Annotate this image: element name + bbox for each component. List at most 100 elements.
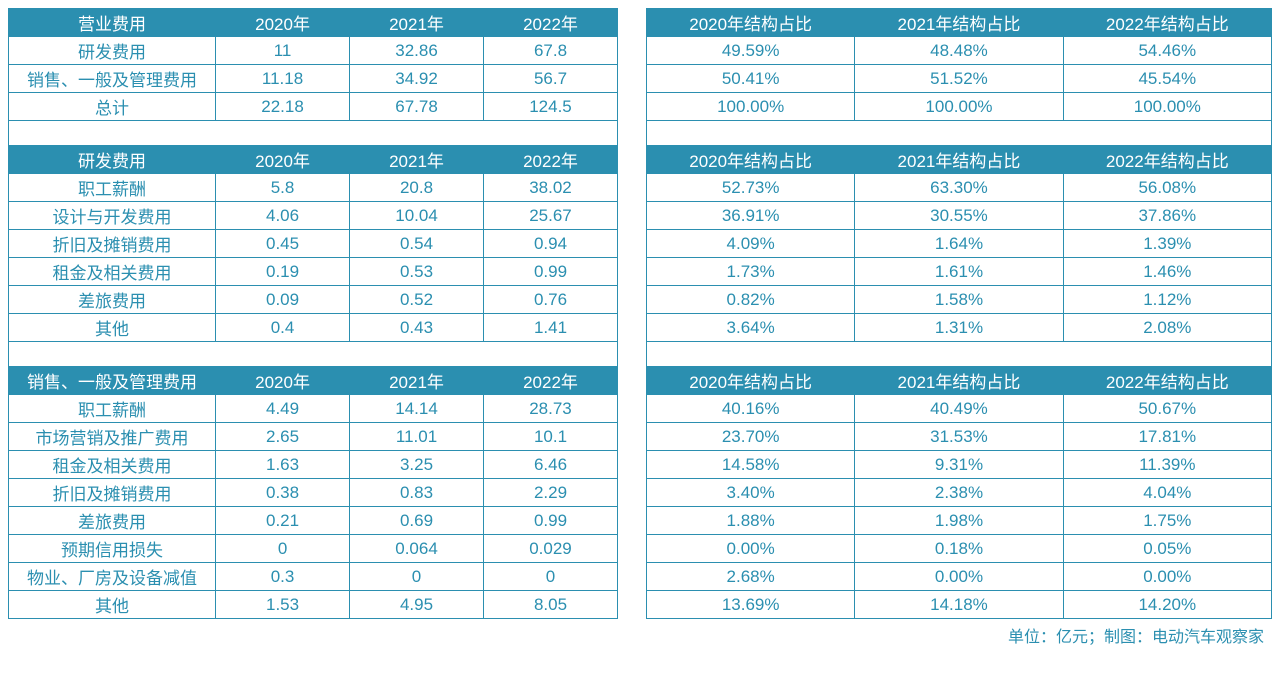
pct-header: 2020年结构占比 — [647, 146, 855, 174]
value-cell: 11.01 — [350, 423, 484, 451]
year-header: 2021年 — [350, 367, 484, 395]
pct-cell: 49.59% — [647, 37, 855, 65]
pct-cell: 1.88% — [647, 507, 855, 535]
spacer-row — [647, 342, 1272, 366]
pct-cell: 50.41% — [647, 65, 855, 93]
table-row: 49.59%48.48%54.46% — [647, 37, 1272, 65]
value-cell: 0.45 — [216, 230, 350, 258]
table-row: 销售、一般及管理费用11.1834.9256.7 — [9, 65, 618, 93]
pct-cell: 37.86% — [1063, 202, 1271, 230]
pct-cell: 0.00% — [1063, 563, 1271, 591]
pct-cell: 40.49% — [855, 395, 1063, 423]
value-cell: 0.54 — [350, 230, 484, 258]
pct-header: 2021年结构占比 — [855, 9, 1063, 37]
pct-cell: 36.91% — [647, 202, 855, 230]
value-cell: 0.52 — [350, 286, 484, 314]
value-cell: 1.53 — [216, 591, 350, 619]
pct-cell: 52.73% — [647, 174, 855, 202]
row-label: 市场营销及推广费用 — [9, 423, 216, 451]
value-cell: 0.53 — [350, 258, 484, 286]
value-cell: 0.4 — [216, 314, 350, 342]
table-row: 物业、厂房及设备减值0.300 — [9, 563, 618, 591]
row-label: 职工薪酬 — [9, 395, 216, 423]
table-row: 23.70%31.53%17.81% — [647, 423, 1272, 451]
value-cell: 0.029 — [484, 535, 618, 563]
value-cell: 10.1 — [484, 423, 618, 451]
pct-cell: 0.00% — [855, 563, 1063, 591]
table-row: 差旅费用0.090.520.76 — [9, 286, 618, 314]
value-cell: 32.86 — [350, 37, 484, 65]
table-gap — [618, 366, 646, 619]
pct-cell: 63.30% — [855, 174, 1063, 202]
row-label: 租金及相关费用 — [9, 258, 216, 286]
section-title: 研发费用 — [9, 146, 216, 174]
pct-cell: 100.00% — [855, 93, 1063, 121]
value-cell: 56.7 — [484, 65, 618, 93]
pct-cell: 1.61% — [855, 258, 1063, 286]
table-section: 研发费用2020年2021年2022年职工薪酬5.820.838.02设计与开发… — [8, 145, 1272, 342]
pct-header: 2022年结构占比 — [1063, 146, 1271, 174]
pct-header: 2021年结构占比 — [855, 367, 1063, 395]
table-row: 100.00%100.00%100.00% — [647, 93, 1272, 121]
value-cell: 67.78 — [350, 93, 484, 121]
pct-cell: 17.81% — [1063, 423, 1271, 451]
row-label: 总计 — [9, 93, 216, 121]
row-label: 职工薪酬 — [9, 174, 216, 202]
row-label: 差旅费用 — [9, 507, 216, 535]
pct-cell: 14.58% — [647, 451, 855, 479]
table-row: 1.73%1.61%1.46% — [647, 258, 1272, 286]
pct-cell: 1.39% — [1063, 230, 1271, 258]
value-cell: 0.99 — [484, 258, 618, 286]
value-cell: 2.65 — [216, 423, 350, 451]
table-row: 1.88%1.98%1.75% — [647, 507, 1272, 535]
value-cell: 5.8 — [216, 174, 350, 202]
pct-cell: 13.69% — [647, 591, 855, 619]
pct-cell: 1.58% — [855, 286, 1063, 314]
pct-header: 2021年结构占比 — [855, 146, 1063, 174]
value-cell: 0.19 — [216, 258, 350, 286]
value-cell: 20.8 — [350, 174, 484, 202]
pct-cell: 50.67% — [1063, 395, 1271, 423]
table-row: 50.41%51.52%45.54% — [647, 65, 1272, 93]
value-cell: 0.38 — [216, 479, 350, 507]
table-row: 预期信用损失00.0640.029 — [9, 535, 618, 563]
row-label: 其他 — [9, 591, 216, 619]
pct-cell: 4.04% — [1063, 479, 1271, 507]
pct-cell: 51.52% — [855, 65, 1063, 93]
pct-cell: 100.00% — [1063, 93, 1271, 121]
table-row: 4.09%1.64%1.39% — [647, 230, 1272, 258]
table-row: 总计22.1867.78124.5 — [9, 93, 618, 121]
pct-cell: 1.73% — [647, 258, 855, 286]
value-cell: 11 — [216, 37, 350, 65]
value-cell: 124.5 — [484, 93, 618, 121]
value-cell: 0.064 — [350, 535, 484, 563]
spacer-row — [9, 342, 618, 366]
table-row: 研发费用1132.8667.8 — [9, 37, 618, 65]
pct-header: 2022年结构占比 — [1063, 367, 1271, 395]
row-label: 折旧及摊销费用 — [9, 479, 216, 507]
table-row: 租金及相关费用1.633.256.46 — [9, 451, 618, 479]
value-cell: 4.49 — [216, 395, 350, 423]
row-label: 其他 — [9, 314, 216, 342]
row-label: 差旅费用 — [9, 286, 216, 314]
values-table: 研发费用2020年2021年2022年职工薪酬5.820.838.02设计与开发… — [8, 145, 618, 342]
pct-cell: 1.98% — [855, 507, 1063, 535]
year-header: 2020年 — [216, 146, 350, 174]
value-cell: 6.46 — [484, 451, 618, 479]
table-gap — [618, 8, 646, 121]
pct-cell: 3.40% — [647, 479, 855, 507]
pct-cell: 3.64% — [647, 314, 855, 342]
section-title: 营业费用 — [9, 9, 216, 37]
percent-table: 2020年结构占比2021年结构占比2022年结构占比52.73%63.30%5… — [646, 145, 1272, 342]
pct-cell: 14.18% — [855, 591, 1063, 619]
pct-cell: 31.53% — [855, 423, 1063, 451]
pct-cell: 23.70% — [647, 423, 855, 451]
tables-container: 营业费用2020年2021年2022年研发费用1132.8667.8销售、一般及… — [8, 8, 1272, 619]
value-cell: 0.3 — [216, 563, 350, 591]
pct-cell: 0.05% — [1063, 535, 1271, 563]
value-cell: 0.83 — [350, 479, 484, 507]
pct-header: 2020年结构占比 — [647, 367, 855, 395]
table-row: 租金及相关费用0.190.530.99 — [9, 258, 618, 286]
year-header: 2020年 — [216, 367, 350, 395]
table-row: 0.82%1.58%1.12% — [647, 286, 1272, 314]
